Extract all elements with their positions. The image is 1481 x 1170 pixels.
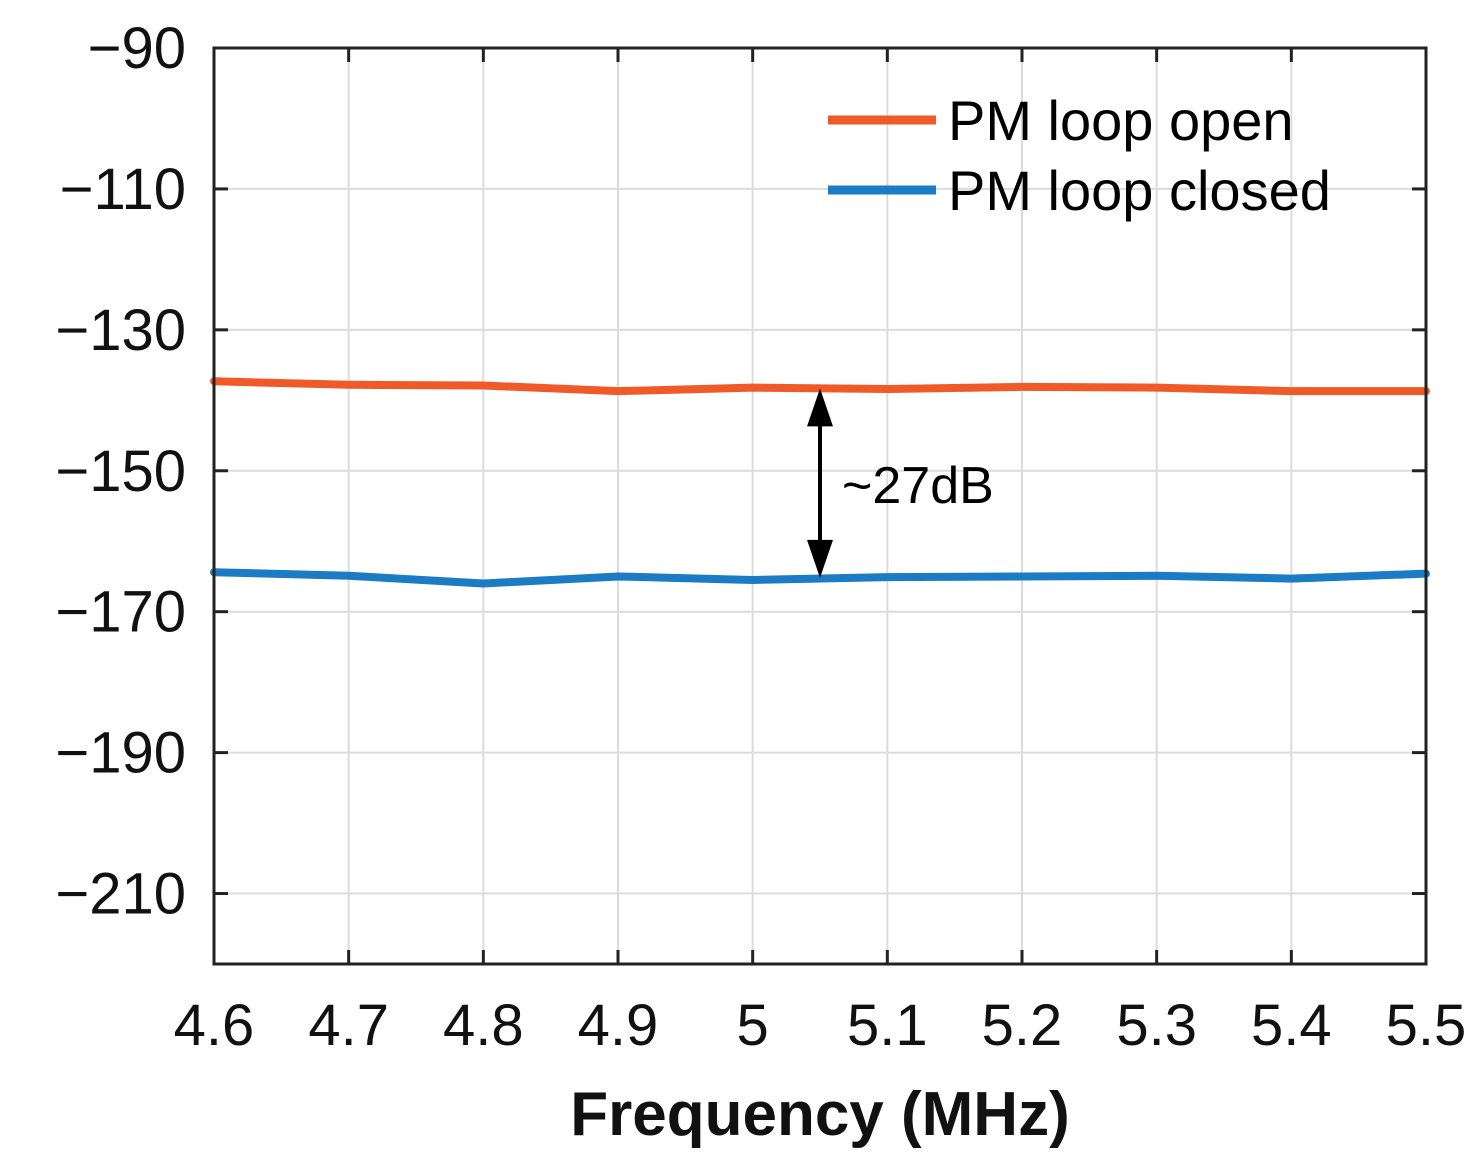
x-tick-label: 4.6: [174, 993, 255, 1058]
x-tick-label: 5.5: [1386, 993, 1467, 1058]
x-tick-label: 4.9: [578, 993, 659, 1058]
x-tick-label: 5.1: [847, 993, 928, 1058]
series-line-pm-loop-closed: [210, 568, 1430, 588]
y-tick-label: −210: [55, 862, 186, 927]
x-axis-label: Frequency (MHz): [570, 1080, 1069, 1149]
annotation-label: ~27dB: [842, 457, 994, 515]
x-tick-label: 4.8: [443, 993, 524, 1058]
x-tick-label: 5.3: [1116, 993, 1197, 1058]
x-tick-labels: 4.6 4.7 4.8 4.9 5 5.1 5.2 5.3 5.4 5.5: [174, 993, 1467, 1058]
legend-label: PM loop open: [948, 89, 1294, 152]
legend-label: PM loop closed: [948, 159, 1331, 222]
x-tick-label: 5.2: [982, 993, 1063, 1058]
arrow-up-head: [807, 388, 833, 427]
legend: PM loop open PM loop closed: [828, 89, 1331, 222]
y-tick-label: −90: [88, 16, 186, 81]
y-tick-labels: −90 −110 −130 −150 −170 −190 −210: [55, 16, 186, 927]
y-tick-label: −130: [55, 298, 186, 363]
plot-frame: [212, 46, 1428, 966]
y-tick-label: −190: [55, 721, 186, 786]
y-tick-label: −170: [55, 580, 186, 645]
x-tick-label: 5: [737, 993, 769, 1058]
axis-ticks: [212, 46, 1428, 964]
y-tick-label: −110: [60, 157, 186, 222]
annotation-group: ~27dB: [807, 388, 994, 578]
x-tick-label: 5.4: [1251, 993, 1332, 1058]
arrow-down-head: [807, 539, 833, 578]
y-tick-label: −150: [55, 439, 186, 504]
x-tick-label: 4.7: [308, 993, 389, 1058]
